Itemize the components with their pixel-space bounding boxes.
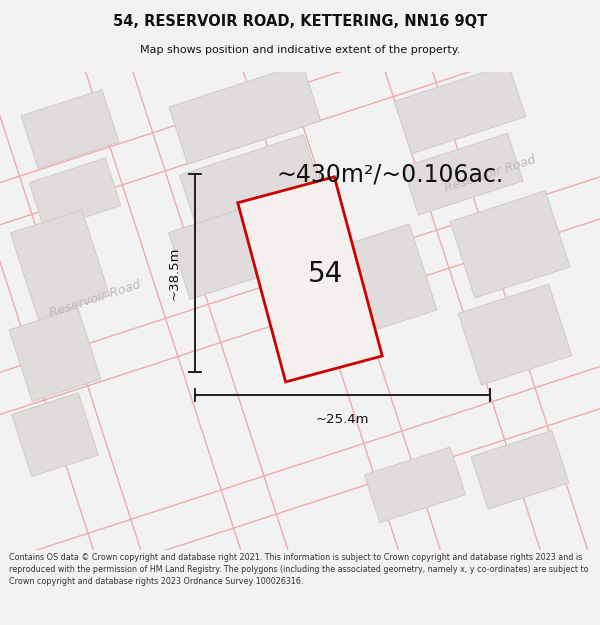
Polygon shape: [471, 431, 569, 509]
Polygon shape: [394, 64, 526, 154]
Polygon shape: [169, 64, 321, 164]
Text: 54, RESERVOIR ROAD, KETTERING, NN16 9QT: 54, RESERVOIR ROAD, KETTERING, NN16 9QT: [113, 14, 487, 29]
Text: ~430m²/~0.106ac.: ~430m²/~0.106ac.: [277, 162, 503, 186]
Text: Reservoir Road: Reservoir Road: [443, 153, 537, 195]
Polygon shape: [10, 210, 110, 319]
Text: 54: 54: [307, 261, 343, 288]
Polygon shape: [11, 393, 98, 476]
Text: ~25.4m: ~25.4m: [316, 412, 369, 426]
Polygon shape: [450, 191, 570, 298]
Polygon shape: [179, 135, 320, 228]
Text: ~38.5m: ~38.5m: [168, 246, 181, 299]
Text: Reservoir Road: Reservoir Road: [48, 279, 142, 320]
Polygon shape: [21, 89, 119, 168]
Polygon shape: [364, 447, 466, 522]
Text: Map shows position and indicative extent of the property.: Map shows position and indicative extent…: [140, 44, 460, 54]
Polygon shape: [9, 308, 101, 401]
Polygon shape: [169, 209, 262, 299]
Polygon shape: [403, 133, 523, 215]
Polygon shape: [29, 158, 121, 231]
Polygon shape: [333, 224, 437, 334]
Text: Contains OS data © Crown copyright and database right 2021. This information is : Contains OS data © Crown copyright and d…: [9, 553, 589, 586]
Polygon shape: [238, 177, 382, 382]
Polygon shape: [458, 284, 572, 385]
